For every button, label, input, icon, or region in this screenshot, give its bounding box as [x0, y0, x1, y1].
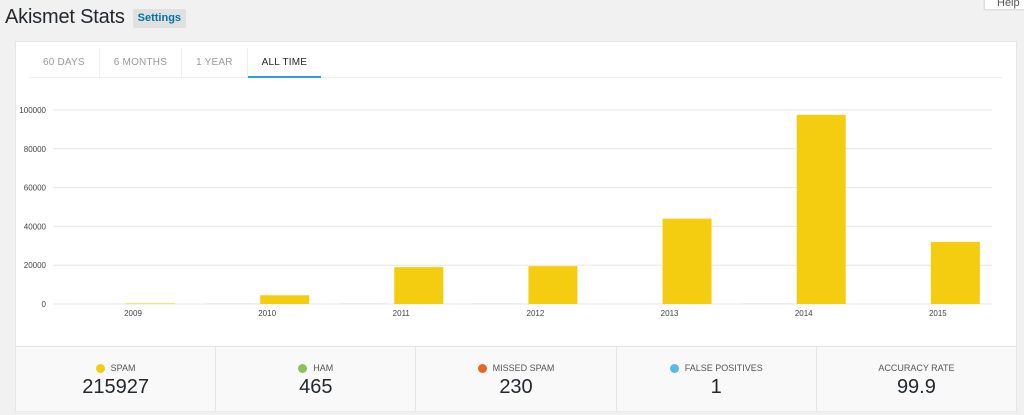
help-label: Help	[997, 0, 1020, 9]
page-title: Akismet Stats	[5, 6, 125, 28]
stats-panel: 60 DAYS 6 MONTHS 1 YEAR ALL TIME 0 20000 4…	[15, 41, 1017, 411]
stat-accuracy-rate: ACCURACY RATE 99.9	[816, 347, 1017, 411]
period-tabs: 60 DAYS 6 MONTHS 1 YEAR ALL TIME	[29, 48, 1002, 78]
x-tick-label: 2009	[124, 309, 142, 318]
x-tick-label: 2012	[527, 309, 545, 318]
y-tick-label: 60000	[24, 184, 47, 193]
ham-dot-icon	[298, 363, 308, 373]
stat-missed-spam-label: MISSED SPAM	[492, 363, 555, 373]
tab-all-time[interactable]: ALL TIME	[247, 48, 322, 78]
bar-spam-2013[interactable]	[662, 218, 712, 304]
stat-spam-value: 215927	[82, 376, 149, 398]
spam-chart-svg: 0 20000 40000 60000 80000 100000 2009 2010 2011 2…	[19, 106, 992, 318]
stat-ham-value: 465	[299, 376, 333, 398]
bar-spam-2010[interactable]	[260, 295, 310, 304]
stat-ham-label: HAM	[313, 363, 334, 373]
x-tick-label: 2014	[795, 309, 813, 318]
tab-1-year[interactable]: 1 YEAR	[182, 48, 248, 78]
bar-spam-2011[interactable]	[394, 267, 444, 304]
bar-spam-2012[interactable]	[528, 266, 578, 304]
tab-6-months[interactable]: 6 MONTHS	[100, 48, 183, 78]
bar-spam-2014[interactable]	[796, 114, 846, 304]
page-header: Akismet Stats Settings	[5, 6, 187, 29]
stat-spam: SPAM 215927	[16, 347, 217, 411]
help-tab[interactable]: Help	[984, 0, 1024, 10]
y-tick-label: 40000	[24, 222, 47, 231]
bar-ham-2012[interactable]	[473, 303, 523, 304]
x-tick-label: 2011	[393, 309, 411, 318]
spam-dot-icon	[95, 363, 105, 373]
x-tick-label: 2013	[661, 309, 679, 318]
bar-spam-2009[interactable]	[126, 303, 175, 304]
y-tick-label: 80000	[24, 145, 47, 154]
x-tick-label: 2010	[258, 309, 276, 318]
stat-ham: HAM 465	[216, 347, 417, 411]
false-positives-dot-icon	[669, 363, 679, 373]
stat-false-positives-label: FALSE POSITIVES	[684, 363, 763, 373]
stat-false-positives: FALSE POSITIVES 1	[616, 347, 817, 411]
bar-ham-2014[interactable]	[741, 303, 791, 304]
x-tick-label: 2015	[929, 309, 947, 318]
stat-accuracy-rate-value: 99.9	[896, 376, 936, 398]
y-tick-label: 20000	[24, 261, 47, 270]
bar-ham-2010[interactable]	[205, 303, 255, 304]
y-tick-label: 100000	[19, 106, 46, 115]
spam-chart: 0 20000 40000 60000 80000 100000 2009 2010 2011 2…	[16, 92, 1016, 332]
settings-button[interactable]: Settings	[132, 9, 187, 28]
stat-false-positives-value: 1	[710, 376, 722, 398]
stat-accuracy-rate-label: ACCURACY RATE	[878, 363, 955, 373]
tab-60-days[interactable]: 60 DAYS	[29, 48, 100, 78]
stat-missed-spam: MISSED SPAM 230	[416, 347, 617, 411]
y-tick-label: 0	[42, 300, 47, 309]
summary-bar: SPAM 215927 HAM 465 MISSED SPAM 230 FALS…	[16, 346, 1017, 411]
bar-ham-2011[interactable]	[339, 303, 389, 304]
missed-spam-dot-icon	[477, 363, 487, 373]
stat-missed-spam-value: 230	[499, 376, 533, 398]
stat-spam-label: SPAM	[110, 363, 136, 373]
bar-spam-2015[interactable]	[930, 241, 980, 304]
